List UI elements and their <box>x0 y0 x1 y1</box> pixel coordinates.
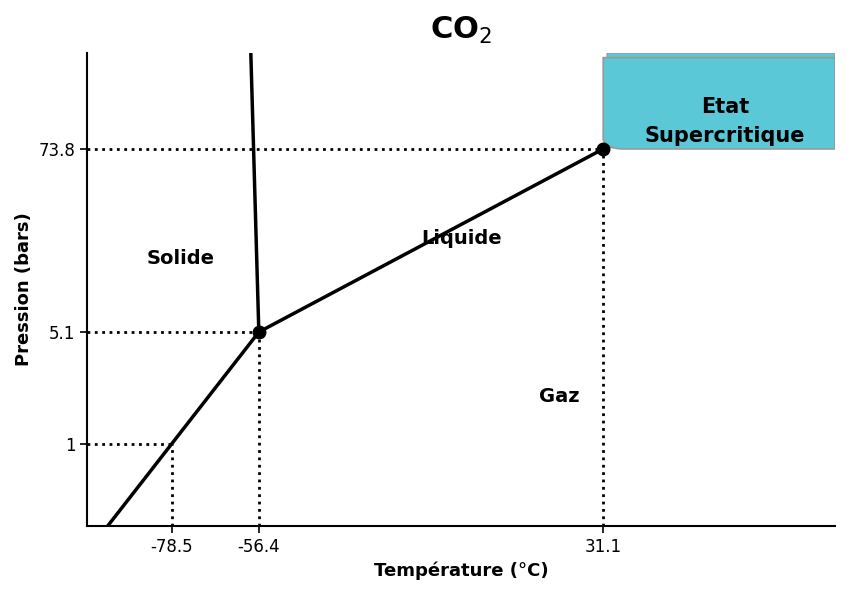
Text: Solide: Solide <box>146 249 214 268</box>
Text: Liquide: Liquide <box>421 229 502 248</box>
Text: Etat
Supercritique: Etat Supercritique <box>644 97 805 146</box>
Title: CO$_2$: CO$_2$ <box>430 15 492 46</box>
FancyBboxPatch shape <box>607 53 835 148</box>
PathPatch shape <box>604 58 835 149</box>
Y-axis label: Pression (bars): Pression (bars) <box>15 212 33 367</box>
Text: Gaz: Gaz <box>539 387 580 406</box>
X-axis label: Température (°C): Température (°C) <box>374 562 548 580</box>
